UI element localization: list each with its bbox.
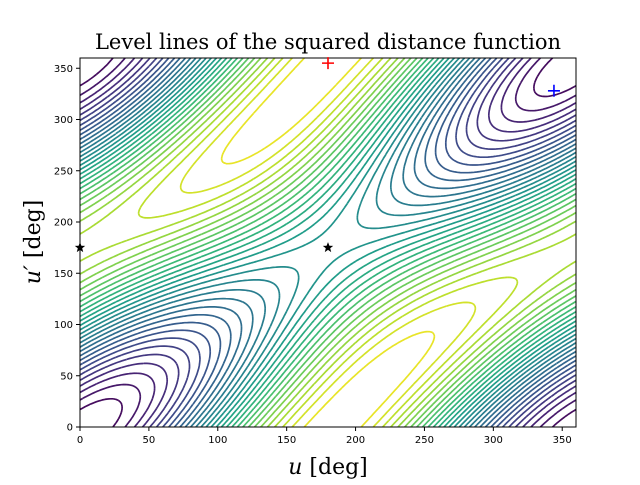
contour-level-12 xyxy=(80,58,576,427)
x-axis-variable: u xyxy=(288,455,302,480)
x-axis-label: u [deg] xyxy=(288,455,368,480)
y-axis-ticks: 0 50 100 150 200 250 300 350 xyxy=(54,64,80,434)
contour-level-11 xyxy=(80,58,576,427)
contour-level-26 xyxy=(80,58,576,427)
y-tick-label: 150 xyxy=(54,269,73,280)
y-tick-label: 50 xyxy=(60,371,73,382)
x-tick-label: 300 xyxy=(484,435,503,446)
plus-marker xyxy=(547,84,560,97)
contour-level-20 xyxy=(80,58,576,427)
contour-level-8 xyxy=(80,58,576,427)
x-tick-label: 0 xyxy=(77,435,83,446)
y-tick-label: 200 xyxy=(54,218,73,229)
x-tick-label: 200 xyxy=(346,435,365,446)
contour-level-30 xyxy=(220,58,436,427)
x-axis-unit: [deg] xyxy=(309,455,367,480)
contour-level-21 xyxy=(80,58,576,427)
x-tick-label: 50 xyxy=(143,435,156,446)
contour-level-29 xyxy=(179,58,477,427)
contour-level-9 xyxy=(80,58,576,427)
contour-level-22 xyxy=(80,58,576,427)
contour-level-16 xyxy=(80,58,576,427)
contour-level-10 xyxy=(80,58,576,427)
contour-lines xyxy=(80,58,576,427)
y-tick-label: 100 xyxy=(54,320,73,331)
y-tick-label: 0 xyxy=(67,423,73,434)
x-tick-label: 250 xyxy=(415,435,434,446)
contour-level-17 xyxy=(80,58,576,427)
x-tick-label: 100 xyxy=(208,435,227,446)
contour-level-28 xyxy=(137,58,519,427)
y-axis-variable: u′ xyxy=(21,265,46,284)
y-axis-unit: [deg] xyxy=(21,200,46,258)
x-tick-label: 350 xyxy=(553,435,572,446)
contour-level-5 xyxy=(80,58,576,427)
contour-level-23 xyxy=(80,58,576,427)
contour-level-19 xyxy=(80,58,576,427)
contour-level-7 xyxy=(80,58,576,427)
x-axis-ticks: 0 50 100 150 200 250 300 350 xyxy=(77,427,572,446)
y-axis-label: u′ [deg] xyxy=(21,200,46,285)
chart-title: Level lines of the squared distance func… xyxy=(95,30,561,54)
contour-level-18 xyxy=(80,58,576,427)
y-tick-label: 300 xyxy=(54,115,73,126)
star-marker xyxy=(74,242,86,253)
contour-level-25 xyxy=(80,58,576,427)
y-tick-label: 250 xyxy=(54,166,73,177)
x-tick-label: 150 xyxy=(277,435,296,446)
y-tick-label: 350 xyxy=(54,64,73,75)
contour-level-2 xyxy=(80,58,576,427)
star-marker xyxy=(322,242,334,253)
contour-level-13 xyxy=(80,58,576,427)
plus-marker xyxy=(322,57,334,70)
markers xyxy=(74,57,560,253)
